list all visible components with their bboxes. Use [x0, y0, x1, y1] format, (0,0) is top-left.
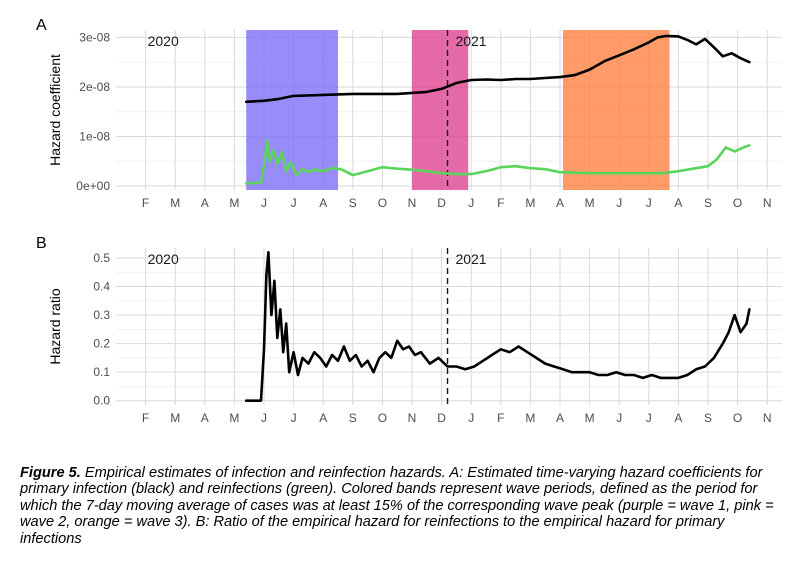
- y-tick-label: 0.1: [93, 365, 110, 379]
- x-tick-label: J: [468, 411, 474, 425]
- year-label: 2020: [148, 33, 179, 49]
- x-tick-label: J: [468, 196, 474, 210]
- x-tick-label: A: [674, 196, 682, 210]
- x-tick-label: M: [525, 411, 535, 425]
- wave-band: [562, 30, 670, 190]
- series-line: [244, 34, 751, 104]
- x-tick-label: J: [261, 411, 267, 425]
- caption-text: Empirical estimates of infection and rei…: [20, 465, 774, 547]
- x-tick-label: F: [142, 196, 149, 210]
- x-tick-label: S: [704, 196, 712, 210]
- x-tick-label: F: [497, 411, 504, 425]
- y-axis-label: Hazard ratio: [47, 288, 63, 364]
- panel-a-chart: A 2020 2021 0e+00 1e-08 2e-08 3e-08 F M A M J J A S O N D…: [36, 17, 782, 210]
- x-tick-label: J: [291, 411, 297, 425]
- x-tick-label: M: [585, 196, 595, 210]
- series-line: [244, 139, 751, 185]
- x-tick-label: A: [556, 196, 564, 210]
- x-tick-label: J: [616, 411, 622, 425]
- x-tick-label: O: [733, 196, 742, 210]
- x-tick-label: A: [319, 196, 327, 210]
- y-tick-label: 0.3: [93, 308, 110, 322]
- panel-b-chart: B 2020 2021 0.0 0.1 0.2 0.3 0.4 0.5 F M A M J J A S O N D J F…: [36, 235, 782, 425]
- x-tick-label: O: [733, 411, 742, 425]
- x-tick-label: M: [229, 411, 239, 425]
- x-tick-label: J: [616, 196, 622, 210]
- y-tick-label: 3e-08: [79, 30, 110, 44]
- x-tick-label: J: [646, 196, 652, 210]
- x-tick-label: D: [437, 411, 446, 425]
- x-tick-label: M: [229, 196, 239, 210]
- year-label: 2021: [455, 33, 486, 49]
- y-tick-label: 2e-08: [79, 80, 110, 94]
- x-tick-label: N: [408, 411, 417, 425]
- y-tick-label: 0.2: [93, 337, 110, 351]
- x-tick-label: N: [763, 411, 772, 425]
- x-tick-label: J: [291, 196, 297, 210]
- figure-caption: Figure 5. Empirical estimates of infecti…: [20, 465, 790, 547]
- x-tick-label: M: [170, 196, 180, 210]
- x-tick-label: M: [170, 411, 180, 425]
- year-label: 2020: [148, 251, 179, 267]
- x-tick-label: O: [378, 411, 387, 425]
- x-tick-label: D: [437, 196, 446, 210]
- x-tick-label: J: [261, 196, 267, 210]
- grid: [116, 248, 782, 405]
- x-tick-label: F: [142, 411, 149, 425]
- y-tick-label: 0.0: [93, 394, 110, 408]
- x-tick-label: F: [497, 196, 504, 210]
- y-tick-label: 0.4: [93, 280, 110, 294]
- wave-band: [412, 30, 469, 190]
- x-tick-label: A: [201, 196, 209, 210]
- x-tick-label: J: [646, 411, 652, 425]
- x-tick-label: S: [704, 411, 712, 425]
- figure-5: A 2020 2021 0e+00 1e-08 2e-08 3e-08 F M A M J J A S O N D…: [36, 17, 782, 425]
- caption-label: Figure 5.: [20, 465, 81, 481]
- x-tick-label: N: [408, 196, 417, 210]
- series-line: [244, 251, 751, 402]
- y-tick-label: 0e+00: [76, 179, 110, 193]
- x-tick-label: A: [201, 411, 209, 425]
- x-tick-label: A: [674, 411, 682, 425]
- x-tick-label: N: [763, 196, 772, 210]
- y-axis-label: Hazard coefficient: [47, 54, 63, 166]
- x-tick-label: M: [525, 196, 535, 210]
- x-tick-label: M: [585, 411, 595, 425]
- x-tick-label: A: [319, 411, 327, 425]
- panel-label: B: [36, 235, 47, 252]
- x-tick-label: O: [378, 196, 387, 210]
- x-tick-label: S: [349, 196, 357, 210]
- panel-label: A: [36, 17, 47, 34]
- year-label: 2021: [455, 251, 486, 267]
- x-tick-label: S: [349, 411, 357, 425]
- y-tick-label: 1e-08: [79, 130, 110, 144]
- x-tick-label: A: [556, 411, 564, 425]
- y-tick-label: 0.5: [93, 251, 110, 265]
